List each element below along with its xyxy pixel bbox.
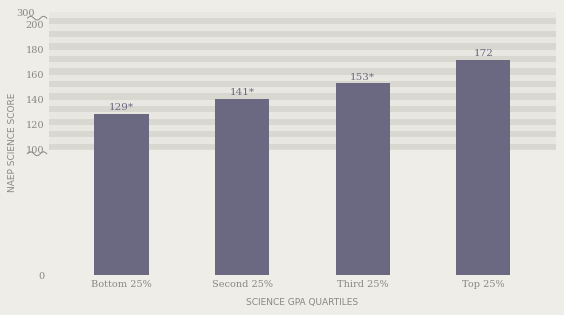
Bar (49, 125, 556, 131)
Bar (49, 75, 556, 81)
Bar (49, 49, 556, 56)
Bar (49, 137, 556, 144)
Text: 300: 300 (16, 9, 34, 18)
Bar (215, 99, 269, 276)
X-axis label: SCIENCE GPA QUARTILES: SCIENCE GPA QUARTILES (246, 298, 359, 307)
Text: 141*: 141* (230, 88, 254, 97)
Bar (49, 56, 556, 62)
Bar (49, 87, 556, 94)
Bar (49, 118, 556, 125)
Bar (49, 144, 556, 150)
Bar (49, 112, 556, 118)
Bar (94, 114, 149, 276)
Bar (456, 60, 510, 276)
Bar (49, 25, 556, 31)
Bar (49, 43, 556, 49)
Bar (49, 106, 556, 112)
Bar (336, 83, 390, 276)
Bar (49, 150, 556, 276)
Bar (49, 81, 556, 87)
Text: 129*: 129* (109, 103, 134, 112)
Bar (49, 68, 556, 75)
Bar (49, 94, 556, 100)
Bar (49, 37, 556, 43)
Bar (49, 100, 556, 106)
Bar (49, 131, 556, 137)
Bar (49, 31, 556, 37)
Bar (49, 12, 556, 18)
Y-axis label: NAEP SCIENCE SCORE: NAEP SCIENCE SCORE (8, 93, 17, 192)
Text: 172: 172 (473, 49, 494, 58)
Text: 153*: 153* (350, 73, 375, 82)
Bar (49, 18, 556, 25)
Bar (49, 62, 556, 68)
